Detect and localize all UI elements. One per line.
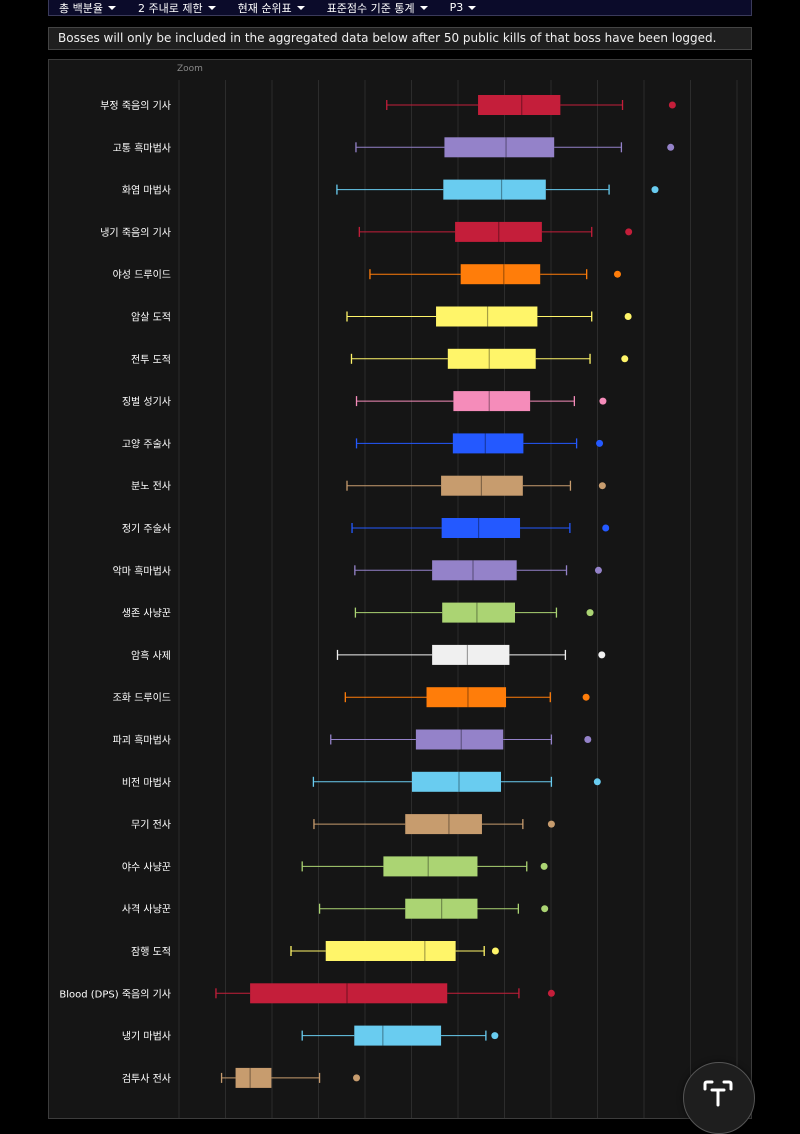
zoom-label[interactable]: Zoom [177, 64, 203, 74]
menu-label: 표준점수 기준 통계 [326, 1, 415, 15]
outlier-point [651, 186, 659, 194]
outlier-point [613, 270, 621, 278]
box [432, 560, 517, 581]
chevron-down-icon [107, 5, 116, 10]
box [443, 179, 546, 200]
category-label: 무기 전사 [131, 819, 171, 831]
category-label: 사격 사냥꾼 [122, 903, 171, 916]
outlier-point [491, 947, 499, 955]
category-label: 야성 드루이드 [113, 269, 171, 281]
outlier-point [596, 439, 604, 447]
outlier-point [541, 905, 549, 913]
category-label: 분노 전사 [131, 481, 171, 493]
outlier-point [593, 778, 601, 786]
category-label: 징벌 성기사 [122, 396, 171, 408]
category-label: 냉기 마법사 [122, 1031, 171, 1043]
category-label: 잠행 도적 [131, 946, 171, 958]
box [436, 306, 538, 327]
category-label: 비전 마법사 [122, 777, 171, 789]
box [444, 137, 555, 158]
category-label: 부정 죽음의 기사 [100, 100, 171, 112]
menu-overall-percentile[interactable]: 총 백분율 [59, 0, 116, 16]
outlier-point [353, 1074, 361, 1082]
category-label: 냉기 죽음의 기사 [100, 227, 171, 239]
category-label: 조화 드루이드 [113, 692, 171, 704]
category-label: Blood (DPS) 죽음의 기사 [59, 988, 171, 1000]
outlier-point [547, 989, 555, 997]
box [453, 391, 531, 412]
text-scan-icon [703, 1080, 733, 1107]
box [383, 856, 478, 877]
menu-label: 2 주내로 제한 [137, 1, 203, 15]
box [441, 518, 521, 538]
box [460, 264, 541, 285]
box [447, 348, 536, 369]
box [405, 898, 478, 919]
category-label: 화염 마법사 [122, 185, 171, 197]
box [442, 602, 515, 623]
box [354, 1025, 442, 1046]
box [325, 941, 456, 961]
category-label: 검투사 전사 [122, 1073, 171, 1085]
outlier-point [540, 862, 548, 870]
menu-standard-score-stats[interactable]: 표준점수 기준 통계 [327, 0, 428, 16]
box [432, 644, 510, 665]
box [411, 771, 501, 792]
category-label: 야수 사냥꾼 [122, 861, 171, 873]
box [478, 95, 561, 115]
notice-banner: Bosses will only be included in the aggr… [48, 27, 752, 50]
category-label: 악마 흑마법사 [113, 564, 171, 577]
box [452, 433, 524, 454]
outlier-point [491, 1032, 499, 1040]
chevron-down-icon [468, 5, 477, 10]
box [415, 729, 504, 750]
chevron-down-icon [207, 5, 216, 10]
box [441, 475, 523, 496]
category-label: 고양 주술사 [122, 438, 171, 450]
outlier-point [594, 566, 602, 574]
box [405, 814, 482, 835]
chevron-down-icon [296, 5, 305, 10]
outlier-point [547, 820, 555, 828]
box [426, 687, 507, 708]
outlier-point [624, 313, 632, 320]
outlier-point [667, 143, 675, 151]
category-label: 전투 도적 [131, 354, 171, 366]
outlier-point [625, 228, 633, 236]
box [455, 221, 542, 242]
category-label: 생존 사냥꾼 [122, 608, 171, 620]
outlier-point [582, 693, 590, 701]
text-recognition-button[interactable] [683, 1062, 755, 1134]
menu-current-rankings[interactable]: 현재 순위표 [238, 0, 305, 16]
box [250, 983, 448, 1004]
menu-label: 현재 순위표 [237, 1, 292, 15]
outlier-point [602, 524, 610, 532]
menu-phase[interactable]: P3 [450, 1, 477, 14]
top-menu-bar: 총 백분율 2 주내로 제한 현재 순위표 표준점수 기준 통계 P3 [48, 0, 752, 16]
category-label: 고통 흑마법사 [113, 141, 171, 154]
outlier-point [621, 355, 629, 363]
outlier-point [668, 101, 676, 109]
menu-label: P3 [449, 1, 464, 14]
category-label: 파괴 흑마법사 [113, 734, 171, 747]
outlier-point [586, 609, 594, 617]
category-label: 정기 주술사 [122, 523, 171, 535]
menu-two-week-limit[interactable]: 2 주내로 제한 [138, 0, 216, 16]
outlier-point [598, 482, 606, 490]
outlier-point [584, 736, 592, 743]
box [235, 1067, 272, 1088]
chevron-down-icon [419, 5, 428, 10]
outlier-point [599, 397, 607, 405]
menu-label: 총 백분율 [59, 1, 103, 15]
category-label: 암흑 사제 [131, 649, 171, 662]
outlier-point [598, 651, 606, 659]
category-label: 암살 도적 [131, 312, 171, 324]
